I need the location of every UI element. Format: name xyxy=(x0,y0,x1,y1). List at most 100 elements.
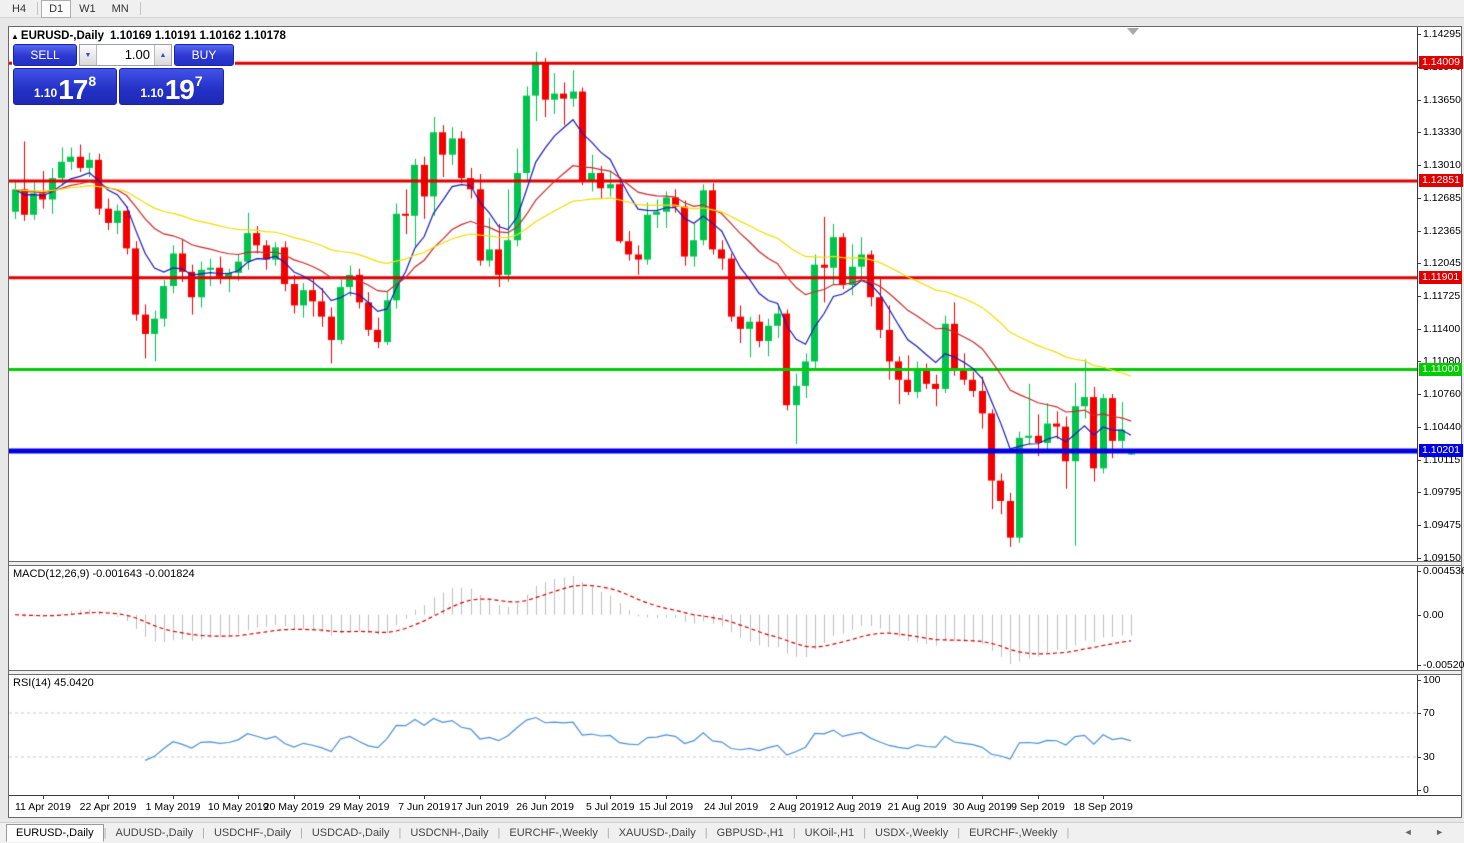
symbol-title: EURUSD-,Daily xyxy=(20,30,104,42)
price-axis-tick: 1.14295 xyxy=(1418,28,1461,40)
chart-tab-eurusd-daily[interactable]: EURUSD-,Daily xyxy=(6,824,104,842)
tab-separator: | xyxy=(1066,827,1070,839)
price-axis-tick: 1.10760 xyxy=(1418,388,1461,401)
chart-tab-usdcad-daily[interactable]: USDCAD-,Daily xyxy=(311,827,390,839)
price-axis-tick: 1.10440 xyxy=(1418,420,1461,433)
chart-tabbar: EURUSD-,Daily | AUDUSD-,Daily | USDCHF-,Dail… xyxy=(0,822,1464,843)
date-tick-label: 21 Aug 2019 xyxy=(887,801,947,813)
date-tick-label: 18 Sep 2019 xyxy=(1073,801,1133,813)
rsi-axis-tick: 0 xyxy=(1418,784,1429,796)
ohlc-readout: 1.10169 1.10191 1.10162 1.10178 xyxy=(110,30,286,42)
date-tick-mark xyxy=(1103,796,1105,799)
date-tick-label: 15 Jul 2019 xyxy=(638,801,694,813)
tab-separator: | xyxy=(299,827,303,839)
chart-tab-ukoil-h1[interactable]: UKOil-,H1 xyxy=(804,827,855,839)
date-tick-mark xyxy=(359,796,361,799)
tab-separator: | xyxy=(606,827,610,839)
tab-separator: | xyxy=(792,827,796,839)
date-tick-mark xyxy=(42,796,44,799)
sell-price-button[interactable]: 1.10 17 8 xyxy=(13,68,117,105)
chart-tab-gbpusd-h1[interactable]: GBPUSD-,H1 xyxy=(716,827,784,839)
date-tick-mark xyxy=(796,796,798,799)
price-axis-tick: 1.12685 xyxy=(1418,191,1461,204)
price-axis-tick: 1.12045 xyxy=(1418,257,1461,270)
tab-separator: | xyxy=(398,827,402,839)
date-tick-label: 2 Aug 2019 xyxy=(769,801,823,813)
sell-price-main: 17 xyxy=(58,74,88,105)
tab-scroll-arrows[interactable]: ◄ ► xyxy=(1403,827,1454,837)
timeframe-button-w1[interactable]: W1 xyxy=(79,2,96,15)
sell-price-prefix: 1.10 xyxy=(33,86,58,100)
date-tick-mark xyxy=(173,796,175,799)
date-tick-label: 24 Jul 2019 xyxy=(703,801,759,813)
tab-separator: | xyxy=(704,827,708,839)
date-tick-label: 11 Apr 2019 xyxy=(14,801,71,813)
price-axis-tick: 1.13010 xyxy=(1418,158,1461,171)
date-tick-mark xyxy=(480,796,481,799)
date-tick-mark xyxy=(917,796,919,799)
date-tick-mark xyxy=(852,796,853,799)
collapse-panel-icon[interactable]: ▲ EURUSD-,Daily xyxy=(11,30,104,42)
chart-tab-audusd-daily[interactable]: AUDUSD-,Daily xyxy=(115,827,194,839)
volume-input[interactable]: 1.00 xyxy=(124,47,150,62)
rsi-indicator-chart[interactable] xyxy=(9,675,1417,795)
tab-separator: | xyxy=(497,827,501,839)
buy-price-button[interactable]: 1.10 19 7 xyxy=(119,68,224,105)
buy-button[interactable]: BUY xyxy=(174,44,234,66)
date-tick-mark xyxy=(1038,796,1039,799)
date-tick-label: 10 May 2019 xyxy=(207,801,269,813)
tab-separator: | xyxy=(863,827,867,839)
macd-label: MACD(12,26,9) -0.001643 -0.001824 xyxy=(13,568,195,580)
timeframe-button-mn[interactable]: MN xyxy=(111,2,129,15)
chart-tab-usdchf-daily[interactable]: USDCHF-,Daily xyxy=(213,827,291,839)
rsi-axis-tick: 30 xyxy=(1418,751,1435,763)
price-level-tag: 1.11901 xyxy=(1419,270,1463,284)
date-tick-mark xyxy=(666,796,667,799)
price-level-tag: 1.14009 xyxy=(1419,56,1463,70)
price-axis-tick: 1.09795 xyxy=(1418,486,1461,499)
buy-price-prefix: 1.10 xyxy=(140,86,164,100)
price-axis-tick: 1.12365 xyxy=(1418,224,1461,237)
splitter-main-macd[interactable] xyxy=(9,561,1461,566)
chart-shift-marker-icon[interactable] xyxy=(1127,28,1139,35)
toolbar-separator xyxy=(37,2,39,15)
chart-title: ▲ EURUSD-,Daily 1.10169 1.10191 1.10162 1… xyxy=(11,30,286,42)
date-tick-mark xyxy=(610,796,612,799)
date-axis: 11 Apr 2019 22 Apr 2019 1 May 2019 10 May 2… xyxy=(9,795,1461,817)
date-tick-mark xyxy=(731,796,733,799)
price-axis-tick: 1.13650 xyxy=(1418,93,1461,106)
splitter-macd-rsi[interactable] xyxy=(9,670,1461,675)
macd-indicator-chart[interactable] xyxy=(9,566,1417,670)
volume-increase-icon[interactable]: ▲ xyxy=(154,45,171,65)
date-tick-mark xyxy=(545,796,547,799)
timeframe-button-d1[interactable]: D1 xyxy=(41,0,72,18)
price-axis-tick: 1.11725 xyxy=(1417,289,1461,302)
timeframe-button-h4[interactable]: H4 xyxy=(12,2,27,15)
price-axis-tick: 1.11400 xyxy=(1417,322,1461,335)
chart-tab-eurchf-weekly[interactable]: EURCHF-,Weekly xyxy=(969,827,1058,839)
chart-tab-xauusd-daily[interactable]: XAUUSD-,Daily xyxy=(618,827,696,839)
date-tick-mark xyxy=(108,796,109,799)
sell-price-pip: 8 xyxy=(88,73,97,89)
chart-window: ▲ EURUSD-,Daily 1.10169 1.10191 1.10162 1… xyxy=(8,26,1464,818)
date-tick-label: 30 Aug 2019 xyxy=(952,801,1012,813)
macd-axis-tick: -0.005205 xyxy=(1417,659,1464,671)
price-level-tag: 1.11000 xyxy=(1419,362,1463,376)
chart-tab-eurchf-weekly[interactable]: EURCHF-,Weekly xyxy=(509,827,598,839)
volume-decrease-icon[interactable]: ▼ xyxy=(80,45,97,65)
main-price-chart[interactable] xyxy=(9,27,1417,561)
date-tick-label: 7 Jun 2019 xyxy=(398,801,451,813)
date-tick-label: 22 Apr 2019 xyxy=(79,801,137,813)
date-tick-mark xyxy=(238,796,240,799)
volume-stepper: ▼ 1.00 ▲ xyxy=(79,44,172,66)
rsi-axis-tick: 70 xyxy=(1418,707,1435,719)
rsi-label: RSI(14) 45.0420 xyxy=(13,677,94,689)
tab-separator: | xyxy=(103,827,107,839)
chart-tab-usdcnh-daily[interactable]: USDCNH-,Daily xyxy=(410,827,489,839)
one-click-trade-panel: SELL ▼ 1.00 ▲ BUY 1.10 17 8 1.10 19 7 xyxy=(12,43,235,106)
chart-tab-usdx-weekly[interactable]: USDX-,Weekly xyxy=(875,827,949,839)
plot-stack xyxy=(9,27,1417,817)
price-level-tag: 1.12851 xyxy=(1419,174,1463,188)
sell-button[interactable]: SELL xyxy=(13,44,77,66)
date-tick-label: 1 May 2019 xyxy=(145,801,201,813)
